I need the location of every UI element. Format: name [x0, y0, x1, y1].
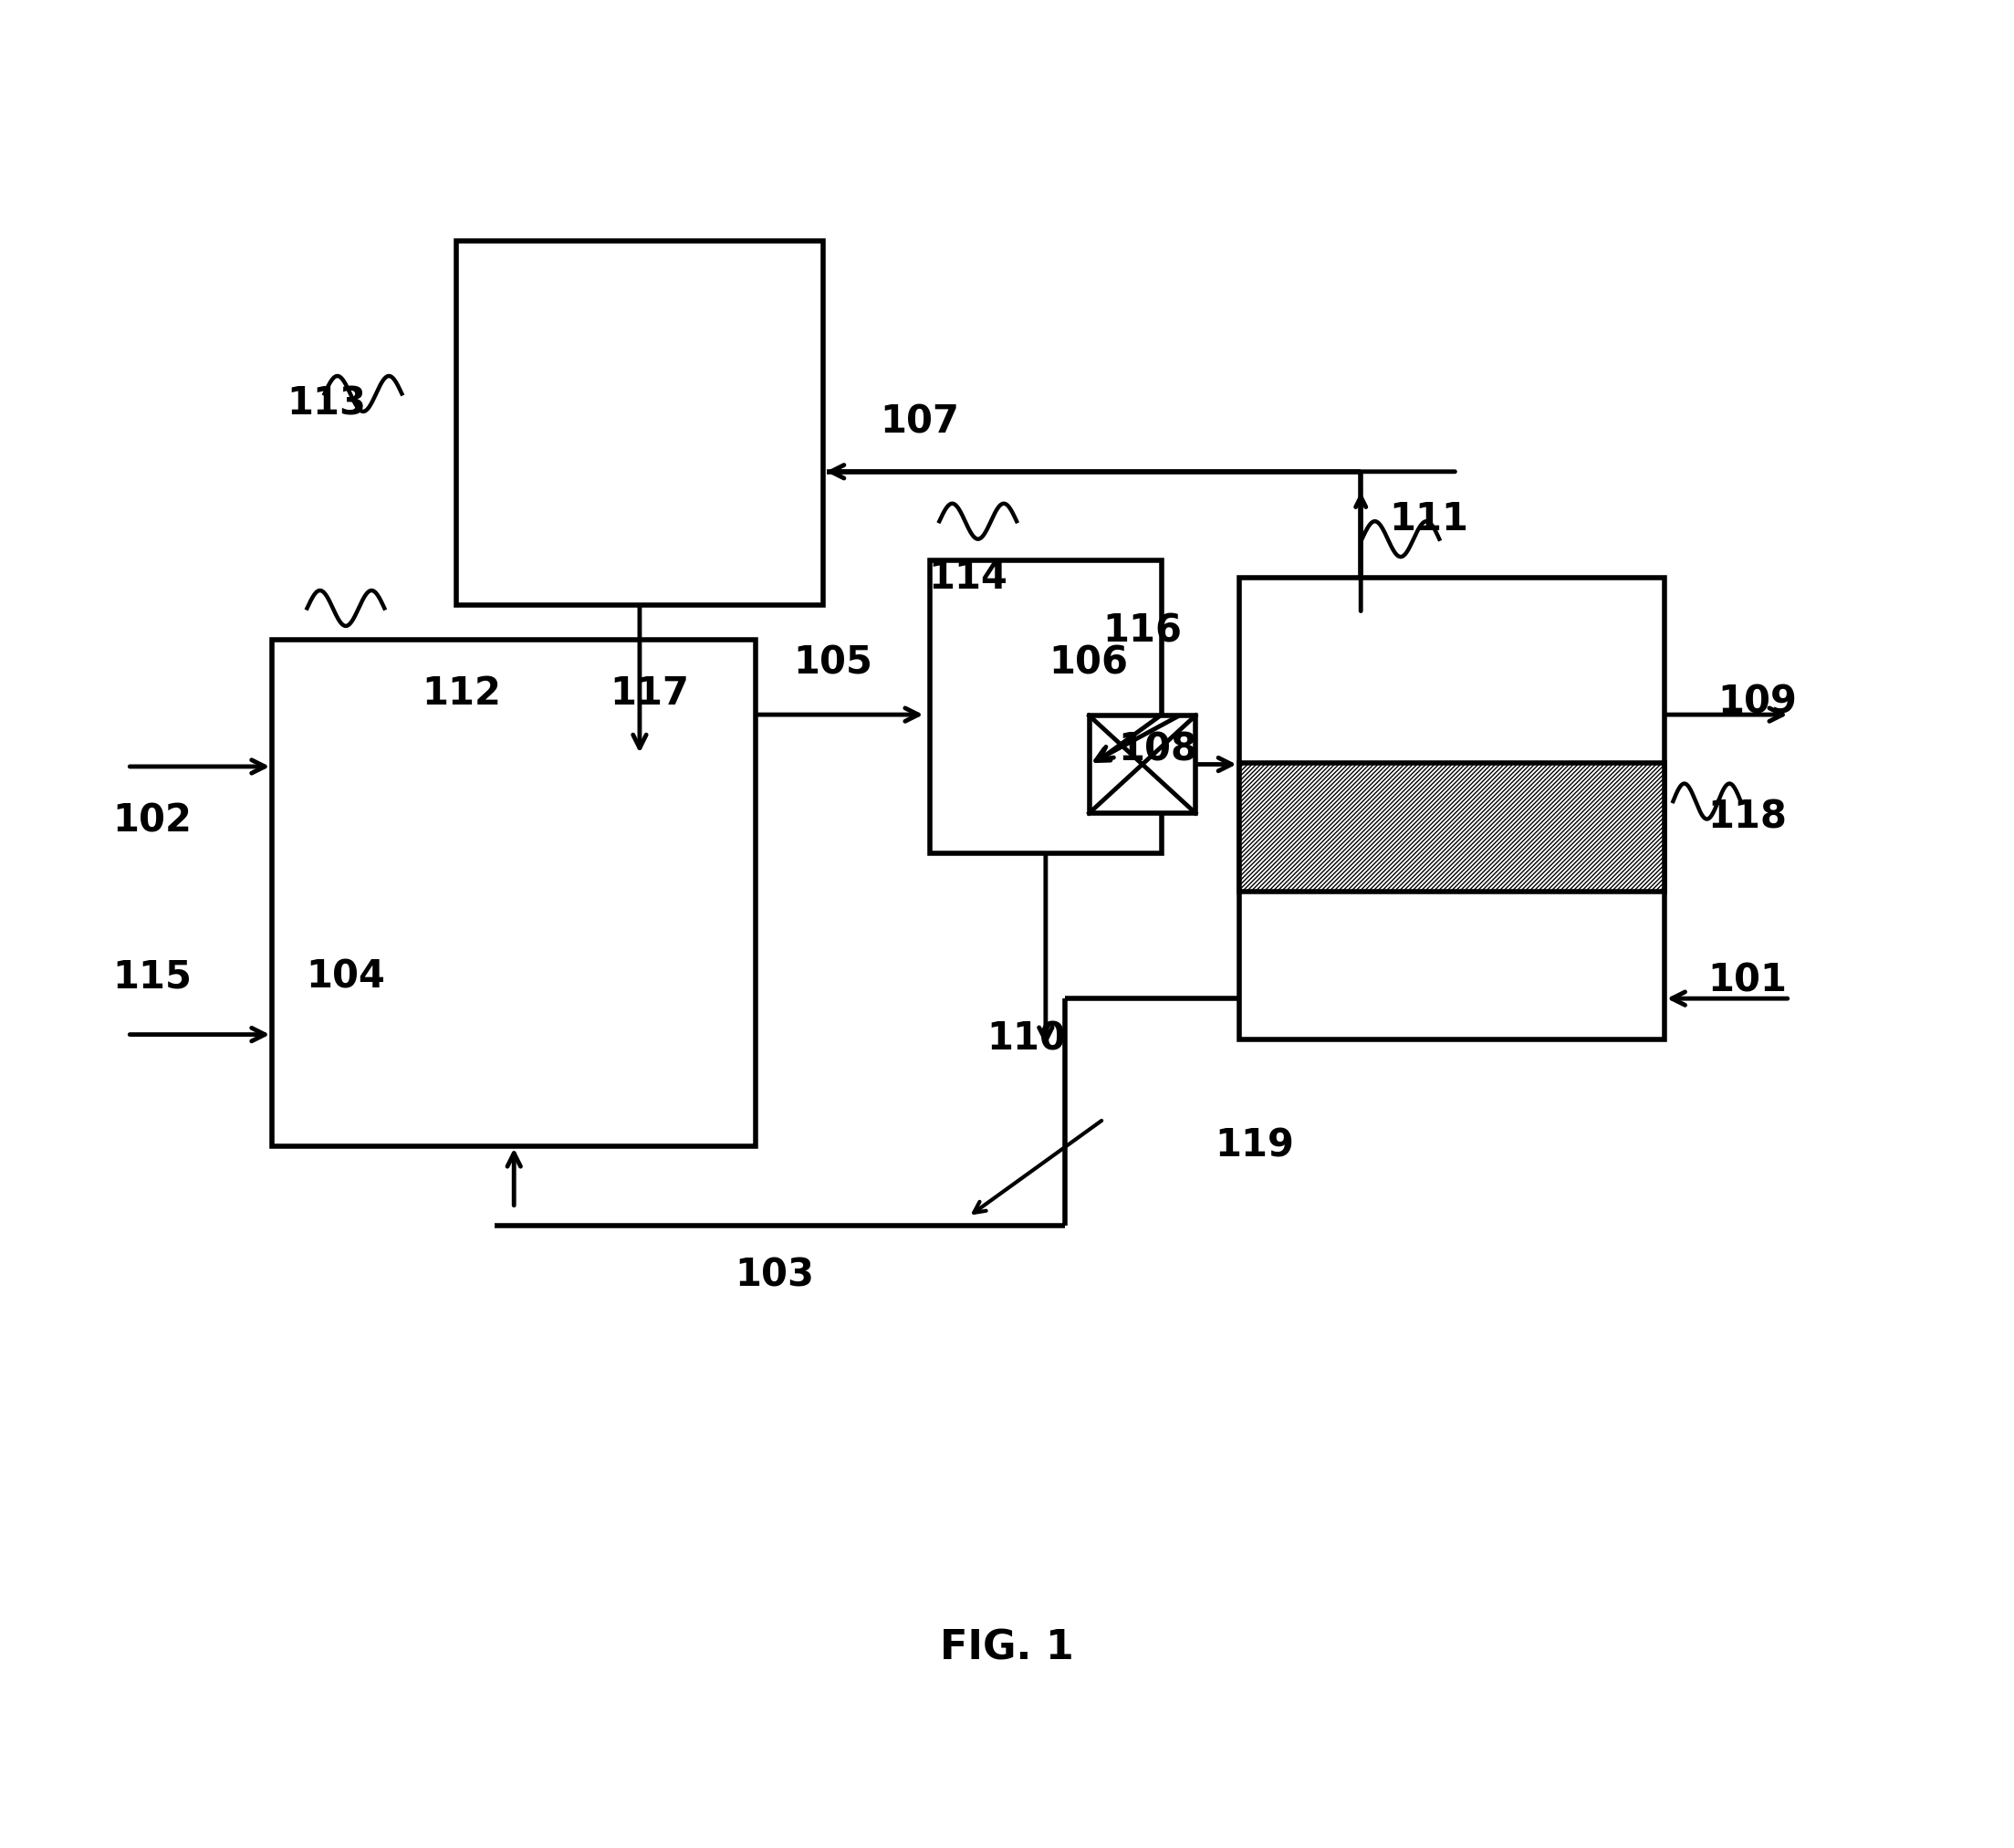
Text: 111: 111 [1390, 501, 1468, 538]
Text: 101: 101 [1708, 961, 1786, 1000]
Text: FIG. 1: FIG. 1 [941, 1628, 1073, 1667]
Text: 116: 116 [1102, 612, 1182, 650]
Text: 106: 106 [1049, 645, 1128, 682]
Text: 115: 115 [113, 957, 191, 996]
Text: 102: 102 [113, 802, 191, 841]
Text: 112: 112 [423, 675, 501, 713]
Text: 117: 117 [610, 675, 689, 713]
Text: 104: 104 [306, 957, 385, 996]
Bar [1090, 715, 1196, 813]
Bar [1239, 578, 1664, 1039]
Text: 110: 110 [987, 1020, 1065, 1059]
Text: 105: 105 [794, 645, 872, 682]
Bar [1239, 763, 1664, 893]
Text: 103: 103 [735, 1257, 816, 1294]
Text: 108: 108 [1118, 732, 1198, 769]
Bar [455, 240, 824, 604]
Text: 119: 119 [1214, 1127, 1295, 1164]
Text: 114: 114 [928, 558, 1007, 597]
Text: 118: 118 [1708, 798, 1786, 837]
Text: 113: 113 [286, 384, 367, 423]
Bar [272, 639, 755, 1146]
Bar [930, 560, 1162, 854]
Text: 109: 109 [1718, 684, 1796, 721]
Text: 107: 107 [880, 403, 961, 442]
